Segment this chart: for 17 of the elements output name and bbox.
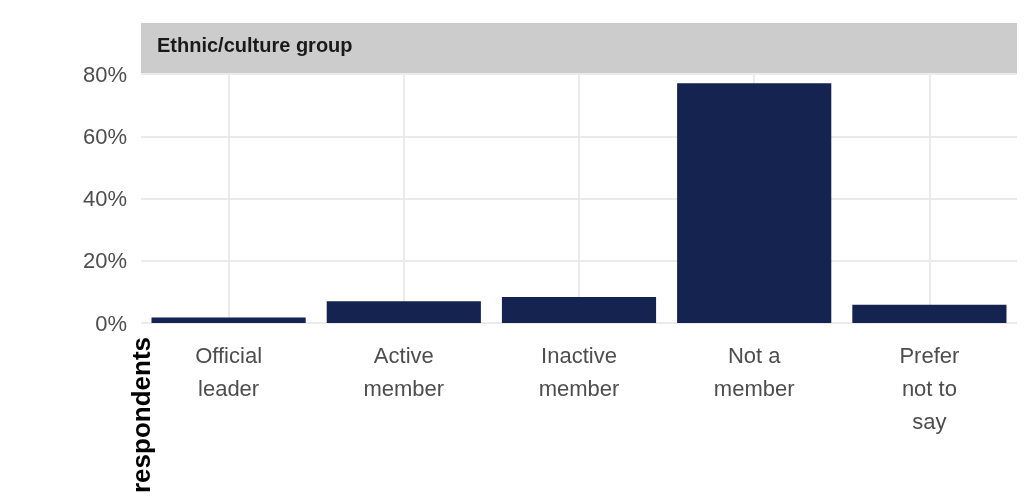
y-tick-label: 20% [82,248,127,274]
y-axis-title: respondents [126,336,156,493]
x-tick-label: Not a member [713,343,795,402]
chart-title: Ethnic/culture group [157,34,353,56]
y-tick-label: 40% [82,186,127,212]
x-tick-label: Official leader [195,343,263,402]
bar [677,83,832,324]
x-tick-label: Active member [363,343,445,402]
y-tick-label: 0% [95,310,127,336]
x-tick-label: Prefer not to say [899,343,960,435]
bar [151,317,306,324]
y-tick-label: 80% [82,61,127,87]
x-tick-label: Inactive member [538,343,620,402]
bar [852,304,1007,324]
bar [326,301,481,324]
bar [501,296,657,324]
y-tick-label: 60% [82,123,127,149]
